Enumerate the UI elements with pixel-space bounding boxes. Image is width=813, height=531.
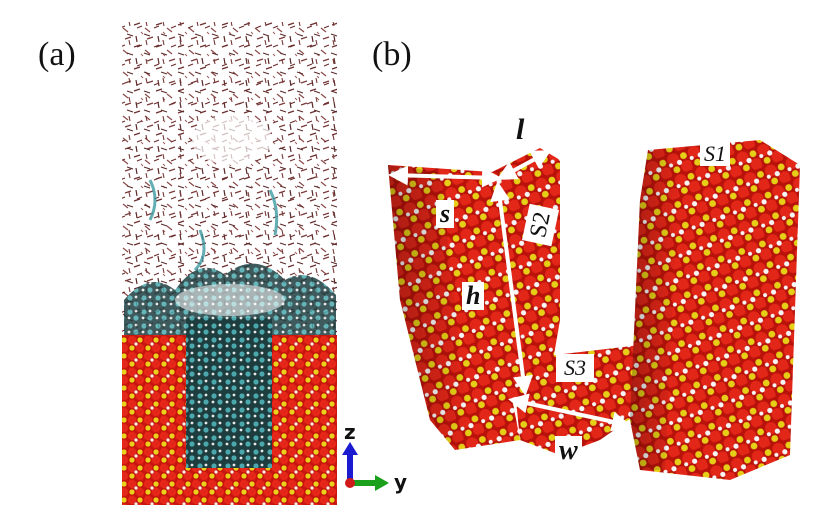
- right-pillar-shade: [630, 148, 680, 470]
- water-glow: [175, 284, 285, 316]
- z-axis-arrowhead: [342, 442, 358, 455]
- arrow-h: [490, 181, 533, 396]
- panel-a-label: (a): [38, 36, 76, 73]
- z-axis-label: z: [344, 420, 356, 444]
- y-axis-label: y: [394, 470, 408, 494]
- panel-a-simulation-box: [122, 22, 337, 505]
- gas-glow: [192, 115, 272, 165]
- y-axis-arrowhead: [375, 475, 389, 491]
- axis-origin: [345, 478, 355, 488]
- panel-b-label: (b): [372, 36, 412, 73]
- surface-s1-label: S1: [700, 142, 730, 166]
- dimension-s-label: s: [436, 200, 455, 228]
- dimension-l-label: l: [516, 113, 525, 146]
- dimension-w-label: w: [555, 436, 582, 466]
- arrow-l: [496, 150, 552, 180]
- dimension-h-label: h: [462, 282, 485, 310]
- arrow-w: [508, 393, 632, 432]
- axes-indicator: [342, 442, 389, 491]
- arrow-s: [388, 165, 502, 188]
- surface-s3-label: S3: [556, 354, 594, 382]
- panel-b-trench: [388, 140, 800, 480]
- water-strands: [148, 179, 279, 272]
- left-pillar-shade: [388, 165, 470, 450]
- trench-water: [186, 318, 272, 468]
